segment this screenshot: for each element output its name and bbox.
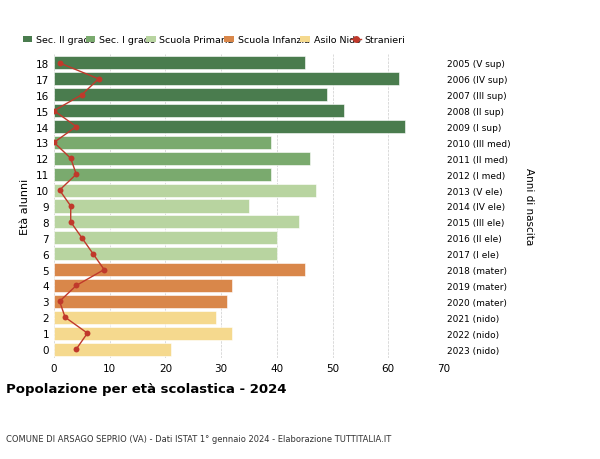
Point (55, 60, 64, 67)
Point (94, 76, 103, 84)
Bar (54, 216, 299, 229)
Bar (54, 121, 405, 134)
Point (49, 108, 59, 115)
Point (71, 346, 81, 353)
Bar (54, 105, 344, 118)
Text: Popolazione per età scolastica - 2024: Popolazione per età scolastica - 2024 (6, 382, 287, 396)
Bar (54, 232, 277, 245)
Bar (54, 295, 227, 308)
Point (66, 155, 76, 162)
Point (71, 123, 81, 131)
Y-axis label: Età alunni: Età alunni (20, 179, 31, 235)
Bar (54, 280, 232, 292)
Bar (54, 137, 271, 150)
Point (61, 314, 70, 321)
Bar (54, 343, 171, 356)
Bar (54, 152, 310, 166)
Point (71, 282, 81, 290)
Point (100, 266, 109, 274)
Bar (54, 184, 316, 197)
Point (66, 219, 76, 226)
Y-axis label: Anni di nascita: Anni di nascita (524, 168, 534, 245)
Bar (54, 57, 305, 70)
Bar (54, 311, 215, 324)
Point (49, 140, 59, 147)
Bar (54, 327, 232, 340)
Legend: Sec. II grado, Sec. I grado, Scuola Primaria, Scuola Infanzia, Asilo Nido, Stran: Sec. II grado, Sec. I grado, Scuola Prim… (19, 33, 409, 49)
Bar (54, 168, 271, 181)
Point (83, 330, 92, 337)
Text: COMUNE DI ARSAGO SEPRIO (VA) - Dati ISTAT 1° gennaio 2024 - Elaborazione TUTTITA: COMUNE DI ARSAGO SEPRIO (VA) - Dati ISTA… (6, 434, 391, 442)
Bar (54, 200, 249, 213)
Point (71, 171, 81, 179)
Bar (54, 73, 400, 86)
Bar (54, 247, 277, 261)
Point (88, 251, 98, 258)
Point (66, 203, 76, 210)
Point (55, 298, 64, 305)
Point (77, 92, 86, 99)
Bar (54, 89, 327, 102)
Bar (54, 263, 305, 276)
Point (55, 187, 64, 194)
Point (77, 235, 86, 242)
